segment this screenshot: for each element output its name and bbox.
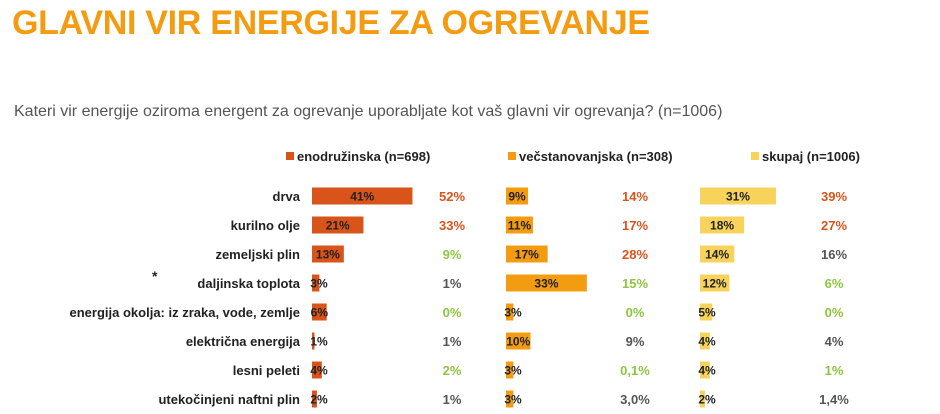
comparison-value-label: 15% [622, 276, 648, 291]
category-label-zemeljski-plin: zemeljski plin [215, 247, 300, 262]
bar-skupaj-n-1006-lesni-peleti [700, 361, 710, 379]
bar-skupaj-n-1006-drva [700, 187, 776, 205]
page-title: GLAVNI VIR ENERGIJE ZA OGREVANJE [12, 4, 650, 42]
comparison-value-label: 0% [443, 305, 462, 320]
legend-item-enodruzinska: enodružinska (n=698) [286, 149, 430, 167]
bar-value-label: 18% [710, 219, 734, 233]
comparison-value-label: 33% [439, 218, 465, 233]
bar-value-label: 31% [726, 190, 750, 204]
comparison-value-label: 1% [443, 334, 462, 349]
comparison-value-label: 0% [626, 305, 645, 320]
bar-value-label: 21% [326, 219, 350, 233]
comparison-value-label: 27% [821, 218, 847, 233]
comparison-value-label: 3,0% [620, 392, 650, 407]
bar-value-label: 14% [705, 248, 729, 262]
legend-swatch-vecstanovanjska [508, 152, 516, 160]
bar-vecstanovanjska-n-308-drva [506, 187, 529, 205]
bar-value-label: 1% [310, 335, 328, 349]
category-label-drva: drva [273, 189, 301, 204]
comparison-value-label: 0,1% [620, 363, 650, 378]
comparison-value-label: 1% [825, 363, 844, 378]
comparison-value-label: 14% [622, 189, 648, 204]
category-label-lesni-peleti: lesni peleti [233, 363, 300, 378]
legend-item-vecstanovanjska: večstanovanjska (n=308) [508, 149, 673, 167]
survey-question: Kateri vir energije oziroma energent za … [14, 103, 723, 120]
bar-enodruzinska-n-698-kurilno-olje [312, 216, 364, 234]
bar-value-label: 2% [310, 393, 328, 407]
bar-value-label: 11% [508, 219, 532, 233]
bar-value-label: 41% [350, 190, 374, 204]
bar-enodruzinska-n-698-daljinska-toplota [312, 274, 320, 292]
bar-skupaj-n-1006-elektricna-energija [700, 332, 710, 350]
bar-value-label: 4% [698, 364, 716, 378]
bar-skupaj-n-1006-energija-okolja-iz-zraka-vode-zemlje [700, 303, 713, 321]
comparison-value-label: 17% [622, 218, 648, 233]
bar-value-label: 2% [698, 393, 716, 407]
comparison-value-label: 9% [626, 334, 645, 349]
legend-swatch-enodruzinska [286, 152, 294, 160]
legend-label-enodruzinska: enodružinska (n=698) [297, 149, 431, 164]
comparison-value-label: 2% [443, 363, 462, 378]
comparison-value-label: 1% [443, 276, 462, 291]
bar-value-label: 3% [504, 306, 522, 320]
comparison-value-label: 16% [821, 247, 847, 262]
bar-vecstanovanjska-n-308-utekocinjeni-naftni-plin [506, 390, 514, 408]
bar-value-label: 33% [534, 277, 558, 291]
bar-skupaj-n-1006-zemeljski-plin [700, 245, 735, 263]
bar-vecstanovanjska-n-308-zemeljski-plin [506, 245, 548, 263]
legend-item-skupaj: skupaj (n=1006) [751, 149, 860, 167]
comparison-value-label: 1% [443, 392, 462, 407]
bar-vecstanovanjska-n-308-daljinska-toplota [506, 274, 587, 292]
category-label-elektricna-energija: električna energija [186, 334, 301, 349]
comparison-value-label: 9% [443, 247, 462, 262]
legend-label-vecstanovanjska: večstanovanjska (n=308) [519, 149, 673, 164]
bar-enodruzinska-n-698-lesni-peleti [312, 361, 322, 379]
bar-skupaj-n-1006-kurilno-olje [700, 216, 745, 234]
comparison-value-label: 39% [821, 189, 847, 204]
category-label-utekocinjeni-naftni-plin: utekočinjeni naftni plin [158, 392, 300, 407]
bar-value-label: 3% [504, 364, 522, 378]
bar-vecstanovanjska-n-308-lesni-peleti [506, 361, 514, 379]
bar-value-label: 4% [698, 335, 716, 349]
bar-enodruzinska-n-698-drva [312, 187, 413, 205]
bar-vecstanovanjska-n-308-kurilno-olje [506, 216, 533, 234]
bar-skupaj-n-1006-utekocinjeni-naftni-plin [700, 390, 705, 408]
bar-enodruzinska-n-698-energija-okolja-iz-zraka-vode-zemlje [312, 303, 327, 321]
comparison-value-label: 52% [439, 189, 465, 204]
bar-value-label: 3% [310, 277, 328, 291]
bar-value-label: 13% [316, 248, 340, 262]
comparison-value-label: 28% [622, 247, 648, 262]
bar-vecstanovanjska-n-308-energija-okolja-iz-zraka-vode-zemlje [506, 303, 514, 321]
bar-value-label: 4% [310, 364, 328, 378]
bar-enodruzinska-n-698-elektricna-energija [312, 332, 315, 350]
footnote-marker: * [152, 268, 158, 284]
comparison-value-label: 0% [825, 305, 844, 320]
comparison-value-label: 4% [825, 334, 844, 349]
bar-skupaj-n-1006-daljinska-toplota [700, 274, 730, 292]
bar-value-label: 5% [698, 306, 716, 320]
bar-value-label: 3% [504, 393, 522, 407]
bar-value-label: 6% [311, 306, 329, 320]
comparison-value-label: 1,4% [819, 392, 849, 407]
bar-value-label: 12% [703, 277, 727, 291]
bar-enodruzinska-n-698-utekocinjeni-naftni-plin [312, 390, 317, 408]
comparison-value-label: 6% [825, 276, 844, 291]
bar-value-label: 17% [515, 248, 539, 262]
bar-value-label: 9% [508, 190, 526, 204]
category-label-daljinska-toplota: daljinska toplota [197, 276, 300, 291]
category-label-kurilno-olje: kurilno olje [231, 218, 300, 233]
bar-value-label: 10% [506, 335, 530, 349]
legend-swatch-skupaj [751, 152, 759, 160]
bar-vecstanovanjska-n-308-elektricna-energija [506, 332, 531, 350]
bar-enodruzinska-n-698-zemeljski-plin [312, 245, 344, 263]
category-label-energija-okolja-iz-zraka-vode-zemlje: energija okolja: iz zraka, vode, zemlje [70, 305, 300, 320]
legend-label-skupaj: skupaj (n=1006) [762, 149, 860, 164]
